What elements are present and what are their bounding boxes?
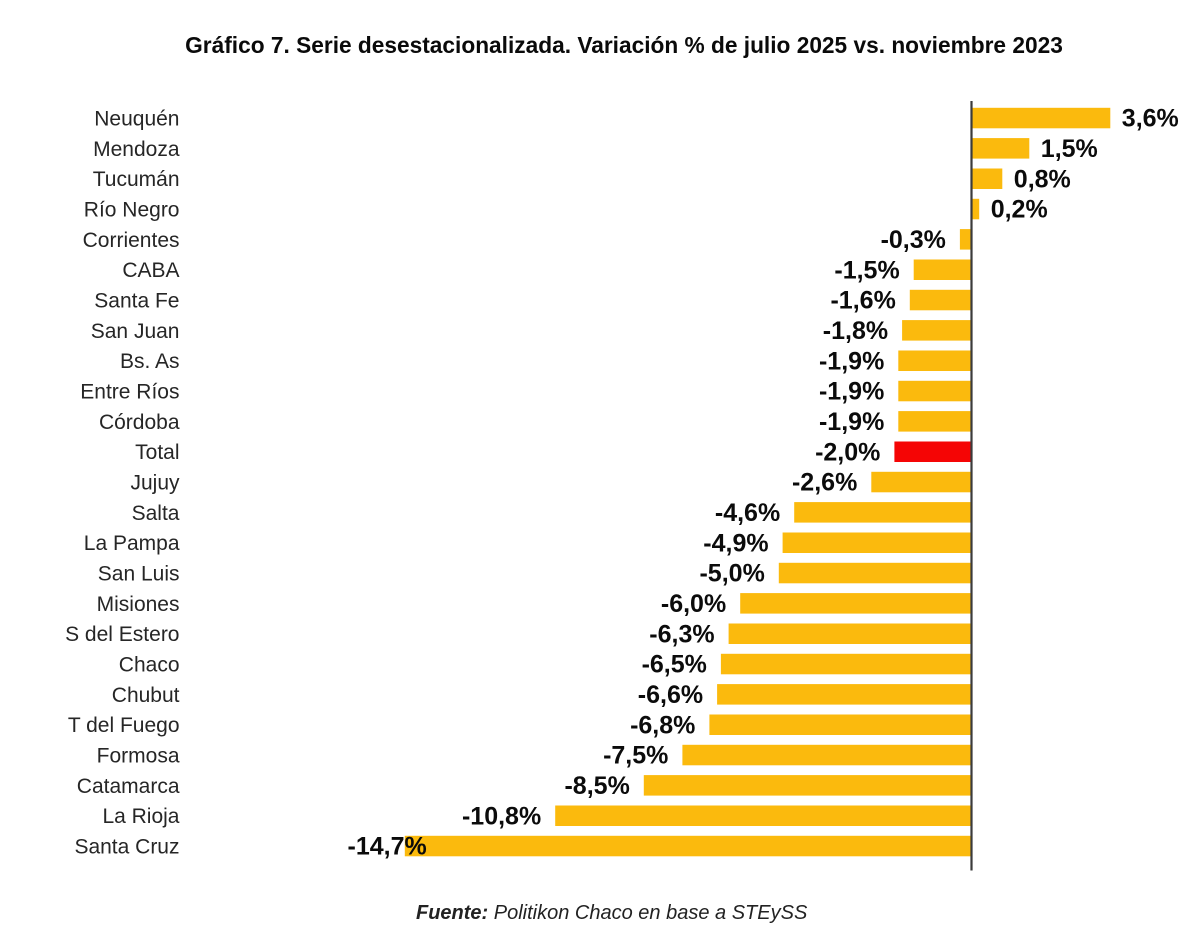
svg-text:CABA: CABA — [122, 259, 179, 282]
svg-text:-5,0%: -5,0% — [699, 560, 764, 588]
svg-text:-2,0%: -2,0% — [815, 438, 880, 466]
svg-text:Bs. As: Bs. As — [120, 350, 180, 373]
svg-text:-1,6%: -1,6% — [830, 287, 895, 315]
svg-text:Misiones: Misiones — [97, 593, 180, 616]
svg-text:Formosa: Formosa — [97, 744, 180, 767]
svg-text:-1,9%: -1,9% — [819, 347, 884, 375]
svg-text:Salta: Salta — [132, 502, 180, 525]
svg-text:-8,5%: -8,5% — [564, 772, 629, 800]
svg-text:Catamarca: Catamarca — [77, 775, 180, 798]
svg-text:Río Negro: Río Negro — [84, 198, 180, 221]
svg-text:-1,8%: -1,8% — [823, 317, 888, 345]
svg-text:San Luis: San Luis — [98, 562, 180, 585]
svg-text:Chaco: Chaco — [119, 653, 180, 676]
svg-text:-1,9%: -1,9% — [819, 378, 884, 406]
svg-text:-0,3%: -0,3% — [881, 226, 946, 254]
svg-text:T del Fuego: T del Fuego — [68, 714, 180, 737]
svg-text:Corrientes: Corrientes — [83, 229, 180, 252]
svg-text:Mendoza: Mendoza — [93, 138, 180, 161]
svg-text:-6,5%: -6,5% — [642, 651, 707, 679]
svg-text:Entre Ríos: Entre Ríos — [80, 380, 179, 403]
svg-text:-6,3%: -6,3% — [649, 620, 714, 648]
svg-text:Chubut: Chubut — [112, 684, 180, 707]
svg-text:-1,5%: -1,5% — [834, 256, 899, 284]
svg-text:3,6%: 3,6% — [1122, 105, 1179, 133]
svg-text:S del Estero: S del Estero — [65, 623, 179, 646]
svg-text:Santa Fe: Santa Fe — [94, 289, 179, 312]
svg-text:Santa Cruz: Santa Cruz — [74, 835, 179, 858]
svg-text:San Juan: San Juan — [91, 320, 180, 343]
svg-text:-7,5%: -7,5% — [603, 742, 668, 770]
svg-text:-2,6%: -2,6% — [792, 469, 857, 497]
svg-text:0,2%: 0,2% — [991, 196, 1048, 224]
svg-text:Córdoba: Córdoba — [99, 411, 180, 434]
svg-text:La Rioja: La Rioja — [102, 805, 179, 828]
svg-text:-6,8%: -6,8% — [630, 711, 695, 739]
svg-text:-4,9%: -4,9% — [703, 529, 768, 557]
svg-text:1,5%: 1,5% — [1041, 135, 1098, 163]
svg-text:Neuquén: Neuquén — [94, 108, 179, 131]
svg-text:-6,6%: -6,6% — [638, 681, 703, 709]
svg-text:-10,8%: -10,8% — [462, 802, 541, 830]
svg-text:La Pampa: La Pampa — [84, 532, 180, 555]
svg-text:Total: Total — [135, 441, 179, 464]
svg-text:Jujuy: Jujuy — [130, 471, 180, 494]
svg-text:-14,7%: -14,7% — [348, 833, 427, 861]
svg-text:Fuente: Politikon Chaco en bas: Fuente: Politikon Chaco en base a STEySS — [416, 902, 808, 924]
svg-text:-6,0%: -6,0% — [661, 590, 726, 618]
svg-text:-1,9%: -1,9% — [819, 408, 884, 436]
svg-text:Gráfico 7. Serie desestacional: Gráfico 7. Serie desestacionalizada. Var… — [185, 32, 1063, 58]
svg-text:Tucumán: Tucumán — [93, 168, 180, 191]
svg-text:-4,6%: -4,6% — [715, 499, 780, 527]
svg-text:0,8%: 0,8% — [1014, 165, 1071, 193]
